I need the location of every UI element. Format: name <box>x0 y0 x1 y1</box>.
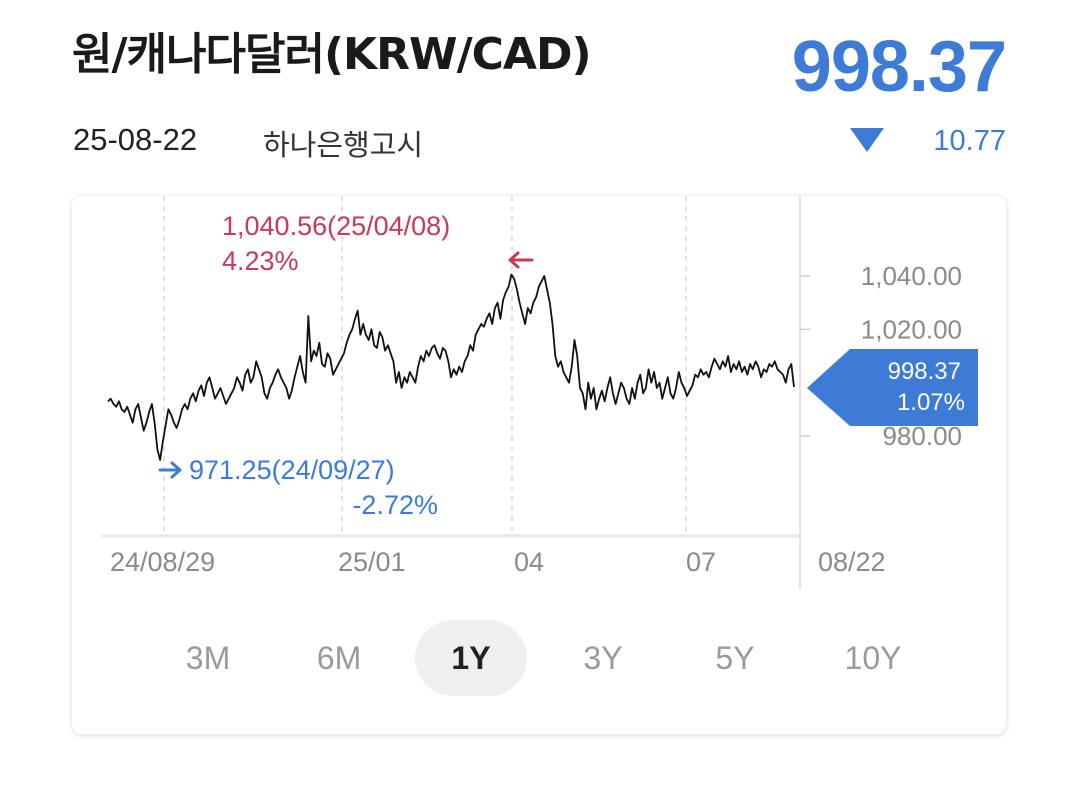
range-5y-button[interactable]: 5Y <box>715 640 755 676</box>
arrow-right-icon <box>158 461 182 479</box>
range-6m-button[interactable]: 6M <box>316 640 362 676</box>
quote-date: 25-08-22 <box>73 122 198 157</box>
x-tick-label: 04 <box>514 547 544 577</box>
range-10y-button[interactable]: 10Y <box>844 640 902 676</box>
max-value-label: 1,040.56(25/04/08) <box>222 211 450 241</box>
current-price: 998.37 <box>791 27 1007 107</box>
current-pct-label: 1.07% <box>897 389 965 416</box>
series-line <box>107 273 795 461</box>
x-tick-label: 25/01 <box>338 547 406 577</box>
current-value-label: 998.37 <box>888 358 961 385</box>
range-3y-button[interactable]: 3Y <box>583 640 623 676</box>
max-pct-label: 4.23% <box>222 246 299 276</box>
min-pct-label: -2.72% <box>352 490 438 520</box>
y-tick-label: 1,020.00 <box>861 314 962 344</box>
arrow-left-icon <box>508 251 534 269</box>
page-title: 원/캐나다달러(KRW/CAD) <box>72 29 592 80</box>
range-3m-button[interactable]: 3M <box>185 640 231 676</box>
current-value-flag <box>807 349 978 426</box>
price-change: 10.77 <box>933 125 1006 157</box>
quote-source: 하나은행고시 <box>263 128 424 162</box>
chart-card: 1,040.00 1,020.00 980.00 24/08/29 25/01 04 07 0… <box>72 196 1006 734</box>
x-tick-label: 24/08/29 <box>110 547 215 577</box>
y-tick-label: 1,040.00 <box>861 261 962 291</box>
range-1y-button[interactable]: 1Y <box>415 620 527 696</box>
range-selector: 3M 6M 1Y 3Y 5Y 10Y <box>72 620 1006 696</box>
triangle-down-icon <box>850 128 884 152</box>
x-tick-label: 08/22 <box>818 547 886 577</box>
x-tick-label: 07 <box>686 547 716 577</box>
min-value-label: 971.25(24/09/27) <box>189 455 395 485</box>
